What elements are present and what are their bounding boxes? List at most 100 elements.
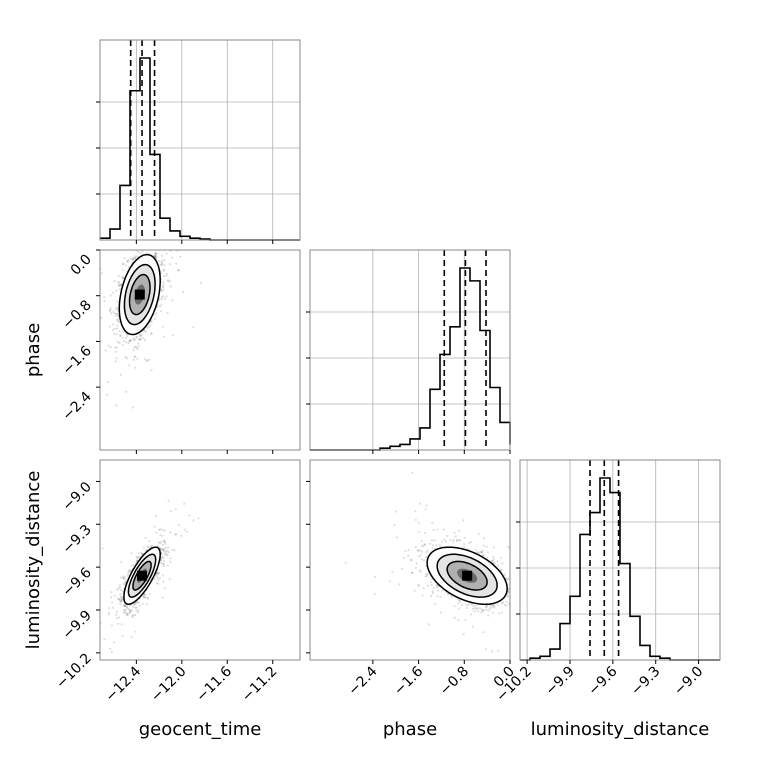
sample-point (482, 631, 485, 634)
sample-point (122, 277, 125, 280)
sample-point (171, 548, 174, 551)
sample-point (130, 564, 133, 567)
sample-point (174, 508, 177, 511)
sample-point (122, 340, 126, 343)
sample-point (130, 609, 133, 612)
sample-point (154, 253, 157, 256)
sample-point (107, 344, 110, 347)
sample-point (391, 571, 394, 574)
sample-point (158, 571, 161, 575)
sample-point (115, 289, 118, 292)
sample-point (415, 562, 418, 565)
sample-point (147, 245, 149, 247)
sample-point (169, 510, 172, 513)
sample-point (153, 254, 156, 257)
sample-point (161, 285, 164, 288)
sample-point (134, 606, 137, 609)
sample-point (474, 607, 477, 610)
sample-point (137, 338, 140, 341)
sample-point (132, 337, 135, 340)
sample-point (161, 281, 164, 284)
sample-point (126, 468, 128, 470)
x-tick-label-phase: −0.8 (437, 664, 472, 699)
sample-point (118, 330, 121, 333)
sample-point (472, 607, 475, 611)
sample-point (474, 604, 477, 607)
sample-point (123, 257, 126, 260)
sample-point (150, 237, 152, 239)
sample-point (117, 622, 120, 625)
sample-point (492, 561, 495, 564)
sample-point (136, 601, 139, 604)
sample-point (513, 572, 515, 574)
x-tick-label-luminosity_distance: −9.9 (542, 664, 577, 699)
sample-point (163, 529, 166, 532)
sample-point (544, 582, 546, 584)
sample-point (464, 618, 467, 622)
sample-point (454, 535, 457, 538)
sample-point (137, 609, 140, 612)
sample-point (165, 272, 168, 275)
sample-point (137, 342, 140, 345)
sample-point (162, 548, 165, 551)
sample-point (431, 544, 435, 547)
sample-point (135, 606, 138, 609)
sample-point (121, 263, 124, 266)
sample-point (159, 288, 163, 291)
sample-point (439, 611, 442, 614)
sample-point (407, 554, 410, 557)
sample-point (137, 556, 140, 559)
sample-point (423, 543, 426, 546)
sample-point (134, 338, 137, 341)
sample-point (435, 583, 438, 587)
sample-point (134, 602, 137, 605)
sample-point (157, 541, 160, 544)
sample-point (419, 502, 422, 505)
sample-point (127, 570, 130, 573)
x-tick-label-phase: −2.4 (345, 663, 380, 698)
sample-point (154, 252, 157, 255)
panel-frame-1-0 (99, 249, 301, 451)
sample-point (452, 540, 455, 543)
sample-point (161, 543, 164, 547)
sample-point (160, 548, 163, 551)
sample-point (148, 244, 150, 246)
y-tick-label-phase: −0.8 (59, 297, 94, 332)
sample-point (579, 696, 581, 698)
sample-point (183, 528, 186, 531)
sample-point (144, 224, 146, 226)
sample-point (117, 317, 120, 320)
sample-point (165, 295, 168, 298)
sample-point (136, 336, 139, 339)
sample-point (373, 593, 376, 596)
sample-point (125, 341, 128, 344)
sample-point (129, 244, 131, 246)
sample-point (113, 333, 116, 336)
sample-point (442, 528, 445, 531)
sample-point (146, 597, 149, 600)
sample-point (119, 334, 122, 337)
sample-point (162, 539, 165, 542)
sample-point (432, 592, 435, 595)
sample-point (544, 560, 546, 562)
sample-point (142, 595, 145, 598)
sample-point (164, 297, 167, 300)
sample-point (129, 609, 132, 613)
sample-point (552, 549, 554, 551)
density-peak (462, 570, 473, 581)
sample-point (111, 323, 114, 326)
sample-point (115, 313, 118, 316)
sample-point (164, 552, 167, 555)
sample-point (513, 563, 515, 565)
sample-point (118, 586, 122, 589)
sample-point (113, 594, 116, 598)
sample-point (143, 339, 146, 342)
sample-point (511, 570, 513, 572)
sample-point (422, 545, 425, 548)
sample-point (175, 262, 178, 265)
sample-point (433, 539, 436, 542)
sample-point (121, 590, 124, 593)
sample-point (165, 553, 168, 556)
sample-point (103, 296, 106, 299)
sample-point (162, 562, 165, 565)
